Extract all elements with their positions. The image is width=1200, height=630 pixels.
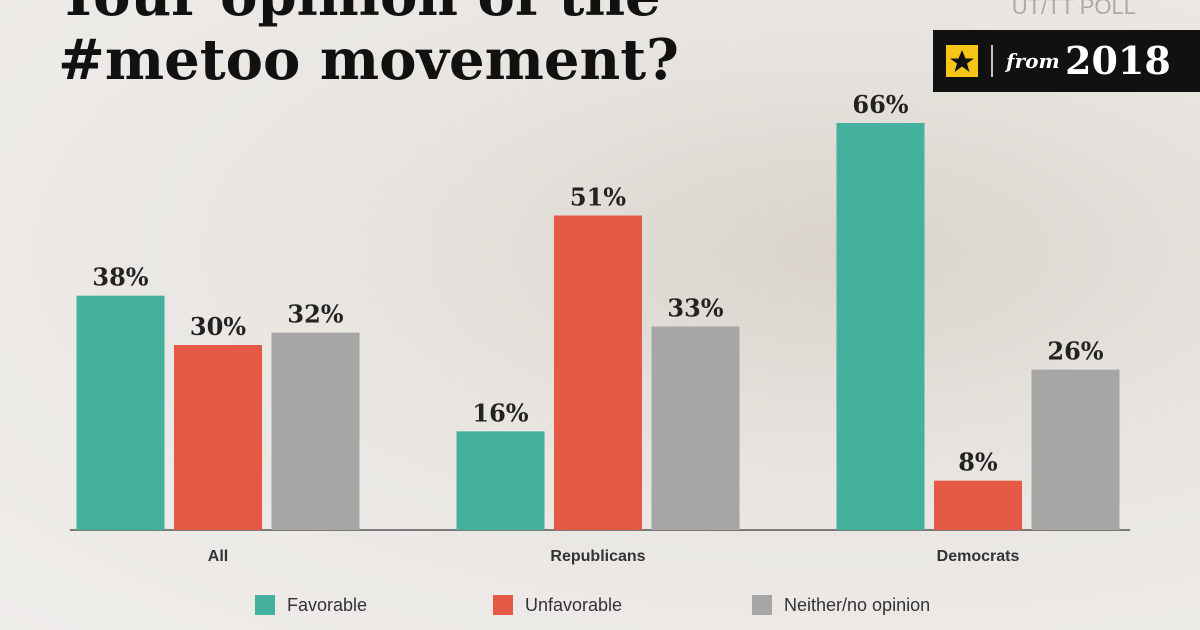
bar [1031,369,1120,530]
badge-prefix: from [1004,49,1060,73]
x-tick-label: Republicans [550,548,645,565]
value-label: 66% [852,90,908,119]
value-label: 33% [667,294,723,323]
legend-label: Neither/no opinion [784,595,930,615]
bar [651,326,740,530]
chart-title: Your opinion of the #metoo movement? [58,0,679,93]
legend-label: Favorable [287,595,367,615]
x-tick-label: Democrats [937,548,1020,565]
legend-swatch [255,595,275,615]
bar [271,332,360,530]
value-label: 38% [92,263,148,292]
bar [934,480,1022,530]
bar [76,295,165,530]
badge-year: 2018 [1065,38,1171,83]
bar [554,215,642,530]
legend-swatch [752,595,772,615]
value-label: 26% [1047,337,1103,366]
value-label: 16% [472,398,528,427]
star [950,50,974,72]
value-label: 30% [190,312,246,341]
bar [174,345,262,530]
value-label: 32% [287,300,343,329]
x-tick-label: All [208,548,228,565]
legend-swatch [493,595,513,615]
value-label: 51% [570,183,626,212]
legend-label: Unfavorable [525,595,622,615]
source: UT/TT POLL [1012,0,1136,19]
bar [836,123,925,530]
value-label: 8% [958,448,998,477]
bar [456,431,545,530]
